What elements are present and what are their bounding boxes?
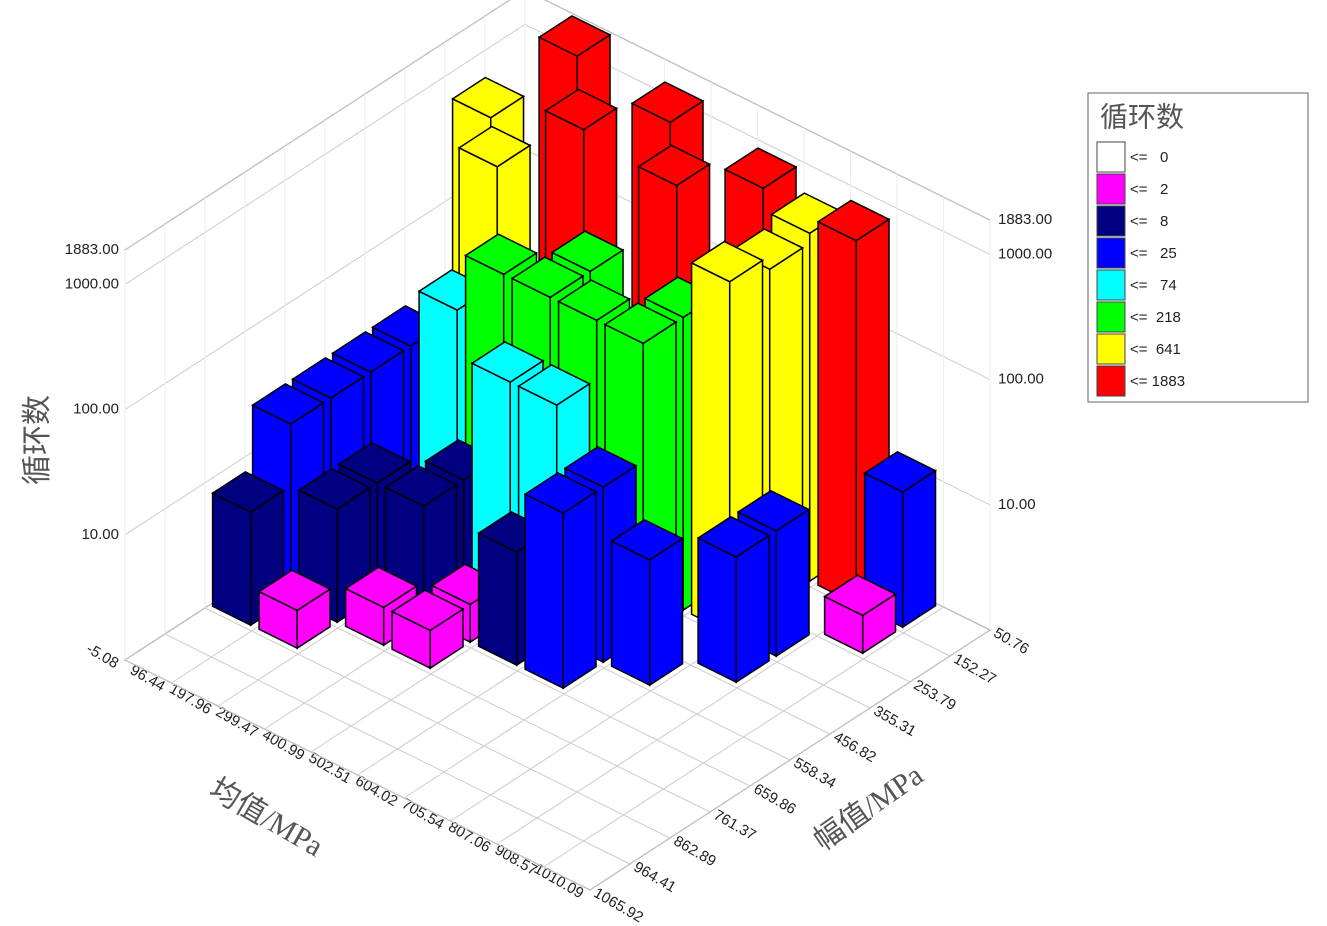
grid-line xyxy=(124,0,991,251)
bar-side xyxy=(901,469,937,629)
legend-swatch xyxy=(1096,269,1126,301)
y-tick-label: 558.34 xyxy=(791,754,839,792)
z-tick-label: 1883.00 xyxy=(65,241,119,258)
y-tick-label: 456.82 xyxy=(831,728,879,766)
bar-top xyxy=(550,230,625,273)
z-tick-label: 1000.00 xyxy=(65,275,119,292)
z-tick-label: 1883.00 xyxy=(998,211,1052,228)
z-tick-label: 10.00 xyxy=(81,526,119,543)
legend-swatch xyxy=(1096,141,1126,173)
y-tick-label: 862.89 xyxy=(671,832,719,870)
legend-swatch xyxy=(1096,173,1126,205)
bar-top xyxy=(563,446,638,488)
bar-side xyxy=(610,539,651,687)
legend-label: <= 25 xyxy=(1130,245,1177,262)
legend-swatch xyxy=(1096,301,1126,333)
y-tick-label: 152.27 xyxy=(951,650,999,688)
bar-top xyxy=(603,302,678,345)
bar-top xyxy=(730,228,805,271)
bar-top xyxy=(557,279,632,322)
legend-swatch xyxy=(1096,365,1126,397)
x-axis-title: 均值/MPa xyxy=(204,772,329,863)
legend-swatch xyxy=(1096,333,1126,365)
legend-label: <= 218 xyxy=(1130,309,1181,326)
z-tick-label: 10.00 xyxy=(998,496,1036,513)
z-tick-label: 100.00 xyxy=(73,401,119,418)
bar-side xyxy=(524,493,564,690)
bar-top xyxy=(257,569,332,612)
grid-line xyxy=(164,633,631,865)
bar-top xyxy=(690,240,765,283)
bar-top xyxy=(384,465,459,507)
bar-top xyxy=(537,15,612,57)
z-tick-label: 1000.00 xyxy=(998,245,1052,262)
bar-side xyxy=(735,534,770,684)
x-tick-label: -5.08 xyxy=(83,640,121,672)
bar-top xyxy=(457,125,532,168)
legend-label: <= 2 xyxy=(1130,181,1168,198)
bar-top xyxy=(337,442,412,484)
bar-top xyxy=(211,471,286,513)
bar-top xyxy=(390,589,465,632)
legend-label: <= 74 xyxy=(1130,277,1177,294)
bar-top xyxy=(297,468,372,510)
bar-top xyxy=(863,450,938,493)
grid-line xyxy=(204,607,671,839)
bar-top xyxy=(723,147,798,190)
bar-top xyxy=(637,144,712,187)
bar-side xyxy=(562,490,597,690)
y-tick-label: 964.41 xyxy=(631,858,679,896)
bar-side xyxy=(817,220,857,606)
bar-top xyxy=(470,341,545,383)
bar-top xyxy=(823,574,898,617)
y-tick-label: 659.86 xyxy=(751,780,799,818)
bar-top xyxy=(451,76,526,119)
bar-top xyxy=(344,566,419,609)
grid-line xyxy=(124,659,591,891)
bar-top xyxy=(816,199,891,242)
bar-side xyxy=(775,508,810,658)
y-tick-label: 253.79 xyxy=(911,676,959,714)
y-tick-label: 761.37 xyxy=(711,806,759,844)
legend-label: <= 8 xyxy=(1130,213,1168,230)
bar-top xyxy=(696,515,771,558)
y-tick-label: 355.31 xyxy=(871,702,919,740)
bar-top xyxy=(464,233,539,276)
bar-side xyxy=(648,537,684,687)
legend-label: <= 0 xyxy=(1130,149,1168,166)
y-tick-label: 50.76 xyxy=(991,624,1032,657)
bar-top xyxy=(331,331,406,373)
bar-top xyxy=(251,383,326,425)
bar-top xyxy=(291,357,366,399)
bar-top xyxy=(523,472,598,514)
bar-side xyxy=(211,491,252,627)
z-axis-title: 循环数 xyxy=(21,395,54,485)
bar-top xyxy=(517,364,592,406)
bar-top xyxy=(510,256,585,299)
z-tick-label: 100.00 xyxy=(998,371,1044,388)
bar-top xyxy=(630,81,705,124)
legend-label: <= 1883 xyxy=(1130,373,1185,390)
legend-label: <= 641 xyxy=(1130,341,1181,358)
legend-swatch xyxy=(1096,205,1126,237)
legend-swatch xyxy=(1096,237,1126,269)
bar-top xyxy=(544,88,619,131)
bar-side xyxy=(697,536,737,684)
bar-side xyxy=(477,531,518,667)
bar-top xyxy=(610,518,685,561)
y-tick-label: 1065.92 xyxy=(591,884,646,926)
bar-top xyxy=(736,489,811,532)
legend-title: 循环数 xyxy=(1100,101,1184,133)
